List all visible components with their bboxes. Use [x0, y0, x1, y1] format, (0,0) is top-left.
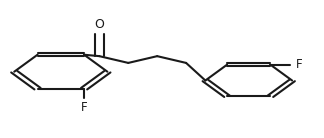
Text: F: F [296, 58, 303, 71]
Text: O: O [94, 18, 104, 31]
Text: F: F [81, 101, 87, 114]
